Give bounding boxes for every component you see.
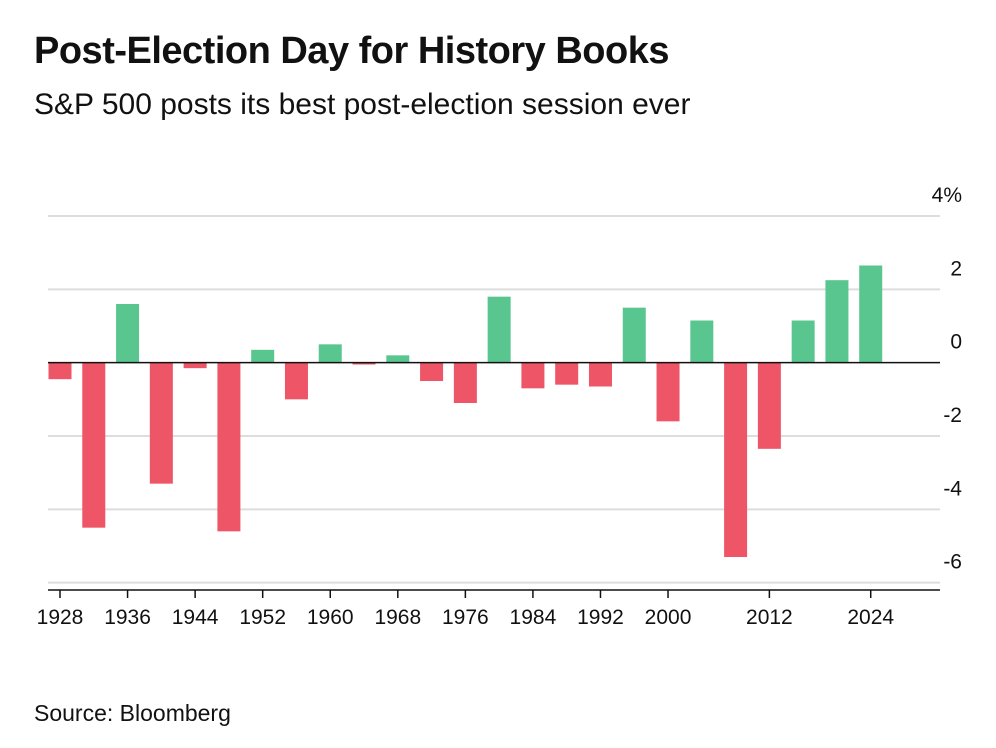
bar-1968 <box>386 355 410 363</box>
bar-1948 <box>217 362 241 532</box>
x-tick-label: 2024 <box>847 606 894 629</box>
axes <box>48 361 940 598</box>
y-tick-label: -2 <box>943 404 962 427</box>
x-tick-label: 1960 <box>307 606 354 629</box>
x-tick-label: 1968 <box>374 606 421 629</box>
bar-1980 <box>487 296 511 363</box>
bar-1928 <box>48 362 72 380</box>
y-tick-label: -6 <box>943 551 962 574</box>
bar-2008 <box>724 362 748 557</box>
bar-2004 <box>690 320 714 363</box>
bar-1944 <box>183 362 207 369</box>
bar-1960 <box>318 344 342 363</box>
bar-1932 <box>82 362 106 528</box>
chart-subtitle: S&P 500 posts its best post-election ses… <box>34 88 691 121</box>
bar-2024 <box>859 265 883 363</box>
bar-chart: 4% 2 0 -2 -4 -6 1928 1936 1944 1952 1960 1968 1976 19… <box>37 184 963 629</box>
bar-2016 <box>791 320 815 363</box>
x-tick-label: 1984 <box>510 606 557 629</box>
bar-1952 <box>251 349 275 363</box>
bar-1956 <box>284 362 308 400</box>
y-tick-label: -4 <box>943 477 962 500</box>
x-tick-label: 2000 <box>645 606 692 629</box>
x-tick-label: 1928 <box>37 606 84 629</box>
bar-1936 <box>116 304 140 363</box>
bar-1972 <box>420 362 444 381</box>
bars <box>48 265 883 557</box>
y-tick-label: 0 <box>950 331 962 354</box>
x-tick-label: 1936 <box>104 606 151 629</box>
y-tick-label: 2 <box>950 257 962 280</box>
chart-title: Post-Election Day for History Books <box>34 30 669 72</box>
x-tick-label: 1992 <box>577 606 624 629</box>
bar-2012 <box>757 362 781 449</box>
x-tick-label: 1952 <box>239 606 286 629</box>
tick-labels: 4% 2 0 -2 -4 -6 1928 1936 1944 1952 1960 1968 1976 19… <box>37 184 963 629</box>
bar-1976 <box>453 362 477 403</box>
bar-2000 <box>656 362 680 422</box>
bar-1984 <box>521 362 545 389</box>
bar-1988 <box>555 362 579 385</box>
x-tick-label: 1976 <box>442 606 489 629</box>
source-note: Source: Bloomberg <box>34 700 231 726</box>
bar-2020 <box>825 280 849 363</box>
bar-1996 <box>622 307 646 363</box>
bar-1964 <box>352 362 376 365</box>
y-tick-label: 4% <box>932 184 962 207</box>
x-tick-label: 1944 <box>172 606 219 629</box>
gridlines <box>48 215 940 584</box>
x-tick-label: 2012 <box>746 606 793 629</box>
bar-1992 <box>588 362 612 387</box>
bar-1940 <box>149 362 173 484</box>
